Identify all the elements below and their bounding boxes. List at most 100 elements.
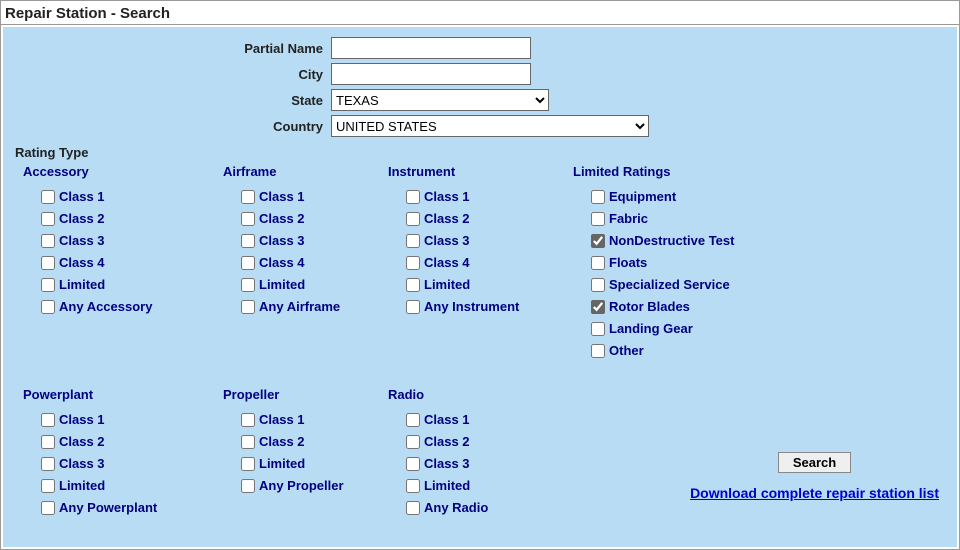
propeller-item-0[interactable]: Class 1 [241, 412, 376, 427]
instrument-checkbox-3[interactable] [406, 256, 420, 270]
powerplant-item-2[interactable]: Class 3 [41, 456, 211, 471]
powerplant-item-4[interactable]: Any Powerplant [41, 500, 211, 515]
airframe-label-3: Class 4 [259, 255, 305, 270]
radio-checkbox-1[interactable] [406, 435, 420, 449]
airframe-checkbox-2[interactable] [241, 234, 255, 248]
instrument-item-1[interactable]: Class 2 [406, 211, 561, 226]
instrument-item-5[interactable]: Any Instrument [406, 299, 561, 314]
limited-checkbox-4[interactable] [591, 278, 605, 292]
limited-item-0[interactable]: Equipment [591, 189, 931, 204]
city-label: City [11, 67, 331, 82]
limited-checkbox-5[interactable] [591, 300, 605, 314]
radio-checkbox-4[interactable] [406, 501, 420, 515]
limited-label-0: Equipment [609, 189, 676, 204]
accessory-item-3[interactable]: Class 4 [41, 255, 211, 270]
accessory-item-4[interactable]: Limited [41, 277, 211, 292]
limited-item-7[interactable]: Other [591, 343, 931, 358]
instrument-checkbox-1[interactable] [406, 212, 420, 226]
propeller-checkbox-2[interactable] [241, 457, 255, 471]
propeller-checkbox-1[interactable] [241, 435, 255, 449]
radio-item-2[interactable]: Class 3 [406, 456, 561, 471]
limited-item-2[interactable]: NonDestructive Test [591, 233, 931, 248]
airframe-label-2: Class 3 [259, 233, 305, 248]
limited-checkbox-0[interactable] [591, 190, 605, 204]
accessory-checkbox-5[interactable] [41, 300, 55, 314]
group-title-radio: Radio [388, 387, 561, 402]
country-select[interactable]: UNITED STATES [331, 115, 649, 137]
accessory-checkbox-0[interactable] [41, 190, 55, 204]
partial-name-input[interactable] [331, 37, 531, 59]
limited-checkbox-7[interactable] [591, 344, 605, 358]
city-input[interactable] [331, 63, 531, 85]
accessory-item-5[interactable]: Any Accessory [41, 299, 211, 314]
limited-checkbox-2[interactable] [591, 234, 605, 248]
powerplant-item-1[interactable]: Class 2 [41, 434, 211, 449]
limited-checkbox-6[interactable] [591, 322, 605, 336]
powerplant-label-2: Class 3 [59, 456, 105, 471]
instrument-checkbox-4[interactable] [406, 278, 420, 292]
state-select[interactable]: TEXAS [331, 89, 549, 111]
accessory-checkbox-3[interactable] [41, 256, 55, 270]
accessory-item-0[interactable]: Class 1 [41, 189, 211, 204]
instrument-item-3[interactable]: Class 4 [406, 255, 561, 270]
instrument-item-4[interactable]: Limited [406, 277, 561, 292]
radio-item-3[interactable]: Limited [406, 478, 561, 493]
accessory-label-1: Class 2 [59, 211, 105, 226]
airframe-checkbox-4[interactable] [241, 278, 255, 292]
propeller-checkbox-3[interactable] [241, 479, 255, 493]
limited-item-5[interactable]: Rotor Blades [591, 299, 931, 314]
powerplant-checkbox-2[interactable] [41, 457, 55, 471]
propeller-item-2[interactable]: Limited [241, 456, 376, 471]
powerplant-checkbox-1[interactable] [41, 435, 55, 449]
limited-item-4[interactable]: Specialized Service [591, 277, 931, 292]
airframe-checkbox-0[interactable] [241, 190, 255, 204]
powerplant-item-3[interactable]: Limited [41, 478, 211, 493]
accessory-checkbox-4[interactable] [41, 278, 55, 292]
radio-label-1: Class 2 [424, 434, 470, 449]
propeller-item-1[interactable]: Class 2 [241, 434, 376, 449]
powerplant-checkbox-3[interactable] [41, 479, 55, 493]
instrument-label-4: Limited [424, 277, 470, 292]
limited-item-3[interactable]: Floats [591, 255, 931, 270]
instrument-checkbox-0[interactable] [406, 190, 420, 204]
instrument-item-0[interactable]: Class 1 [406, 189, 561, 204]
airframe-checkbox-3[interactable] [241, 256, 255, 270]
download-link[interactable]: Download complete repair station list [690, 485, 939, 501]
propeller-label-1: Class 2 [259, 434, 305, 449]
page-title: Repair Station - Search [1, 1, 959, 25]
powerplant-label-1: Class 2 [59, 434, 105, 449]
radio-item-1[interactable]: Class 2 [406, 434, 561, 449]
airframe-item-3[interactable]: Class 4 [241, 255, 376, 270]
airframe-checkbox-5[interactable] [241, 300, 255, 314]
airframe-item-5[interactable]: Any Airframe [241, 299, 376, 314]
airframe-item-0[interactable]: Class 1 [241, 189, 376, 204]
radio-checkbox-3[interactable] [406, 479, 420, 493]
instrument-checkbox-2[interactable] [406, 234, 420, 248]
airframe-label-5: Any Airframe [259, 299, 340, 314]
accessory-checkbox-1[interactable] [41, 212, 55, 226]
limited-item-1[interactable]: Fabric [591, 211, 931, 226]
instrument-checkbox-5[interactable] [406, 300, 420, 314]
airframe-checkbox-1[interactable] [241, 212, 255, 226]
limited-checkbox-1[interactable] [591, 212, 605, 226]
propeller-item-3[interactable]: Any Propeller [241, 478, 376, 493]
instrument-label-5: Any Instrument [424, 299, 519, 314]
airframe-item-2[interactable]: Class 3 [241, 233, 376, 248]
powerplant-item-0[interactable]: Class 1 [41, 412, 211, 427]
limited-item-6[interactable]: Landing Gear [591, 321, 931, 336]
instrument-item-2[interactable]: Class 3 [406, 233, 561, 248]
radio-checkbox-0[interactable] [406, 413, 420, 427]
propeller-checkbox-0[interactable] [241, 413, 255, 427]
radio-item-0[interactable]: Class 1 [406, 412, 561, 427]
powerplant-checkbox-0[interactable] [41, 413, 55, 427]
limited-checkbox-3[interactable] [591, 256, 605, 270]
radio-checkbox-2[interactable] [406, 457, 420, 471]
accessory-item-2[interactable]: Class 3 [41, 233, 211, 248]
accessory-item-1[interactable]: Class 2 [41, 211, 211, 226]
accessory-checkbox-2[interactable] [41, 234, 55, 248]
airframe-item-1[interactable]: Class 2 [241, 211, 376, 226]
airframe-item-4[interactable]: Limited [241, 277, 376, 292]
radio-item-4[interactable]: Any Radio [406, 500, 561, 515]
search-button[interactable]: Search [778, 452, 851, 473]
powerplant-checkbox-4[interactable] [41, 501, 55, 515]
